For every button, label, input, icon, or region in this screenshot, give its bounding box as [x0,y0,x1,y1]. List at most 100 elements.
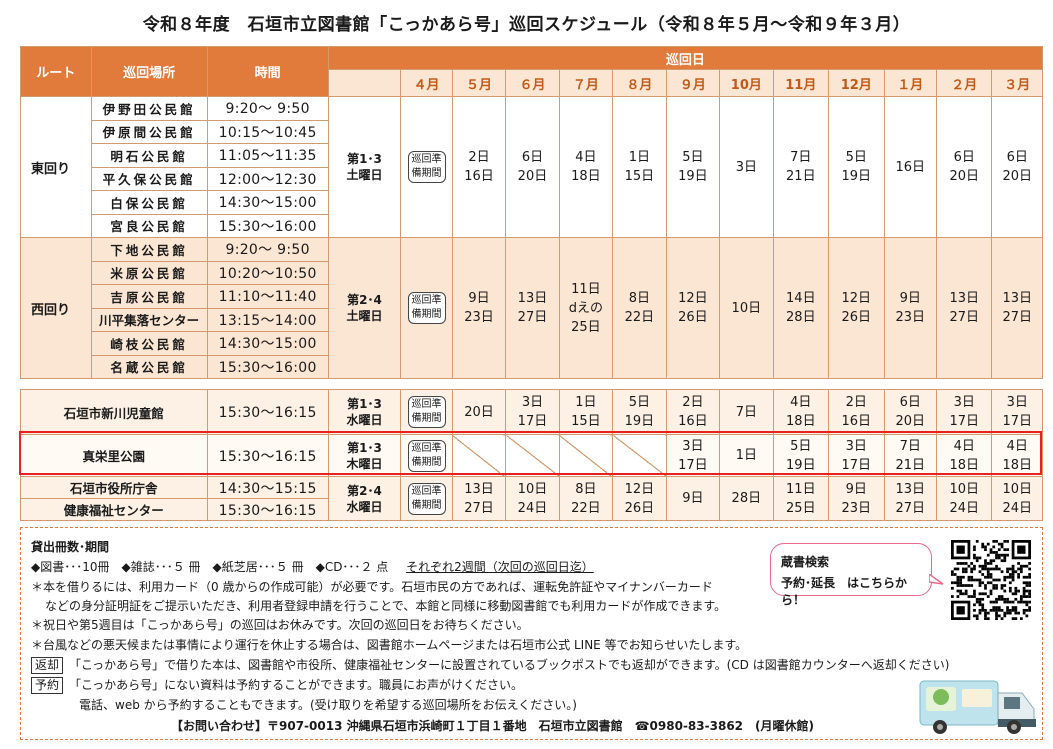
date-value: 26日 [678,310,708,325]
date-value: 20日 [949,169,979,184]
stop-name: 吉原公民館 [90,284,208,309]
catalog-search-bubble[interactable]: 蔵書検索 予約･延長 はこちらから！ [770,543,944,607]
limits-text: ◆図書･･･10冊 ◆雑誌･･･５ 冊 ◆紙芝居･･･５ 冊 ◆CD･･･２ 点 [31,560,389,574]
date-value: 4日 [790,395,812,410]
reserve-text: 「こっかあら号」にない資料は予約することができます。職員にお声がけください。 [69,678,523,692]
header-route: ルート [20,46,92,97]
date-cell: 13日 27日 [505,237,560,379]
date-value: 13日 [517,291,548,306]
date-value: 10日 [949,481,979,497]
date-value: 3日 [1006,395,1028,410]
date-value: 15日 [571,414,601,429]
date-value: 22日 [571,500,601,516]
spacer-row [20,378,1043,390]
date-cell: 6日 20日 [505,96,560,238]
date-cell: 8日 22日 [558,476,614,521]
date-cell: 20日 [451,389,507,435]
month-header: ３月 [991,69,1043,97]
date-value: 1日 [575,395,597,410]
table-row: 健康福祉センター 15:30～16:15 [20,498,1043,521]
prep-line: 巡回準 [411,295,442,306]
bubble-title: 蔵書検索 [781,555,830,569]
prep-cell: 巡回準 備期間 [400,96,453,238]
date-cell: 5日 19日 [772,434,830,477]
table-row: 石垣市新川児童館 15:30～16:15 第1･3 水曜日 巡回準 備期間 20日 3日 17日… [20,389,1043,435]
return-text: 「こっかあら号」で借りた本は、図書館や市役所、健康福祉センターに設置されているブ… [69,658,950,672]
month-header: １月 [883,69,937,97]
date-cell: 2日 16日 [665,389,721,435]
week-line: 土曜日 [346,168,383,182]
note-card-2: などの身分証明証をご提示いただき、利用者登録申請を行うことで、本館と同様に移動図… [45,599,727,613]
stop-time: 15:30～16:15 [206,498,329,521]
month-header: ８月 [612,69,667,97]
stop-name: 伊原間公民館 [90,119,208,144]
return-row: 返却 「こっかあら号」で借りた本は、図書館や市役所、健康福祉センターに設置されてい… [31,656,949,674]
prep-line: 備期間 [411,168,442,179]
bubble-text: 予約･延長 はこちらから！ [781,576,908,607]
qr-code-icon[interactable] [951,540,1031,620]
month-header: ２月 [935,69,993,97]
prep-cell: 巡回準 備期間 [400,434,453,477]
date-cell: 9日 23日 [828,476,885,521]
stop-name: 石垣市役所庁舎 [20,476,208,499]
date-value: 9日 [682,491,704,506]
stop-name: 名蔵公民館 [90,354,208,379]
stop-name: 石垣市新川児童館 [20,389,208,435]
date-value: 16日 [464,169,494,184]
date-cell: 12日 26日 [665,237,721,379]
date-value: 10日 [517,481,548,497]
month-header: ９月 [665,69,721,97]
date-cell: 12日 26日 [828,237,885,379]
stop-time: 12:00～12:30 [206,166,329,191]
date-cell: 1日 [719,434,774,477]
prep-period-label: 巡回準 備期間 [407,396,446,428]
date-cell: 10日 24日 [991,476,1043,521]
date-cell: 3日 [719,96,774,238]
date-value: 25日 [786,500,816,516]
date-value: 23日 [895,310,926,325]
reserve-tag: 予約 [31,677,64,694]
date-value: 18日 [949,457,979,473]
date-cell: 11日 25日 [772,476,830,521]
stop-name: 川平集落センター [90,307,208,332]
stop-time: 15:30～16:15 [206,389,329,435]
date-cell: 3日 17日 [935,389,993,435]
table-row: 石垣市役所庁舎 14:30～15:15 第2･4 水曜日 巡回準 備期間 13日 27日 10日… [20,476,1043,521]
date-value: 13日 [464,481,494,497]
loan-limits: ◆図書･･･10冊 ◆雑誌･･･５ 冊 ◆紙芝居･･･５ 冊 ◆CD･･･２ 点… [31,558,594,575]
date-value: 19日 [624,414,655,429]
date-value: 20日 [895,414,926,429]
date-cell: 7日 [719,389,774,435]
date-value: 23日 [464,310,494,325]
table-row: 吉原公民館 11:10～11:40 [21,284,1043,309]
date-value: 7日 [899,438,921,454]
date-value: 20日 [517,169,548,184]
table-row: 名蔵公民館 15:30～16:00 [21,354,1043,379]
date-value: 18日 [571,169,601,184]
date-value: 4日 [575,150,597,165]
stop-name: 白保公民館 [90,190,208,215]
table-row: 米原公民館 10:20～10:50 [21,260,1043,285]
stop-name: 宮良公民館 [90,213,208,238]
week-line: 木曜日 [346,456,383,471]
date-value: 13日 [895,481,926,497]
date-value: 16日 [841,414,872,429]
date-value: 4日 [1006,438,1028,454]
stop-time: 10:15～10:45 [206,119,329,144]
prep-line: 巡回準 [411,154,442,165]
date-value: 26日 [841,310,872,325]
date-value: 14日 [786,291,816,306]
month-header: 12月 [828,69,885,97]
info-heading: 貸出冊数･期間 [31,540,110,554]
week-cell: 第2･4 水曜日 [327,476,402,521]
date-value: 21日 [786,169,816,184]
prep-line: 巡回準 [411,399,442,410]
prep-line: 備期間 [411,413,442,424]
date-cell: 9日 23日 [883,237,937,379]
date-value: 27日 [1002,310,1032,325]
week-line: 土曜日 [346,309,383,323]
stop-time: 15:30～16:15 [206,434,329,477]
prep-line: 備期間 [411,456,442,468]
date-cell: 5日 19日 [612,389,667,435]
date-value: dえの [568,300,604,316]
